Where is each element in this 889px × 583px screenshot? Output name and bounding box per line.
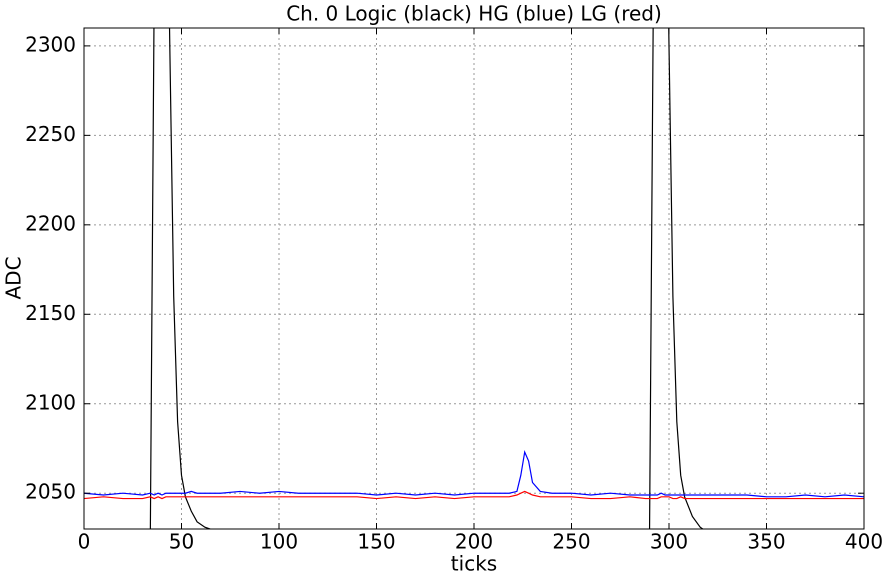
y-tick-label: 2250 — [25, 122, 76, 146]
data-line — [84, 490, 864, 500]
data-line — [84, 449, 864, 498]
x-tick-label: 0 — [78, 530, 91, 554]
x-tick-label: 200 — [455, 530, 493, 554]
x-tick-label: 400 — [845, 530, 883, 554]
y-tick-label: 2300 — [25, 32, 76, 56]
grid — [83, 28, 865, 529]
y-tick-label: 2050 — [25, 480, 76, 504]
plot-area — [84, 28, 864, 529]
x-tick-label: 150 — [357, 530, 395, 554]
data-line — [149, 28, 704, 529]
y-axis-label: ADC — [2, 256, 26, 299]
y-tick-label: 2100 — [25, 390, 76, 414]
x-tick-label: 250 — [552, 530, 590, 554]
y-tick-label: 2150 — [25, 301, 76, 325]
x-tick-label: 350 — [747, 530, 785, 554]
x-tick-label: 300 — [650, 530, 688, 554]
chart-title: Ch. 0 Logic (black) HG (blue) LG (red) — [286, 2, 662, 26]
x-tick-label: 100 — [260, 530, 298, 554]
x-tick-label: 50 — [169, 530, 194, 554]
y-tick-label: 2200 — [25, 211, 76, 235]
x-axis-label: ticks — [451, 552, 497, 576]
